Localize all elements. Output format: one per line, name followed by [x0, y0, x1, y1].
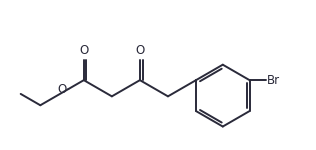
- Text: O: O: [79, 44, 88, 57]
- Text: Br: Br: [267, 74, 280, 87]
- Text: O: O: [58, 82, 67, 96]
- Text: O: O: [135, 44, 144, 57]
